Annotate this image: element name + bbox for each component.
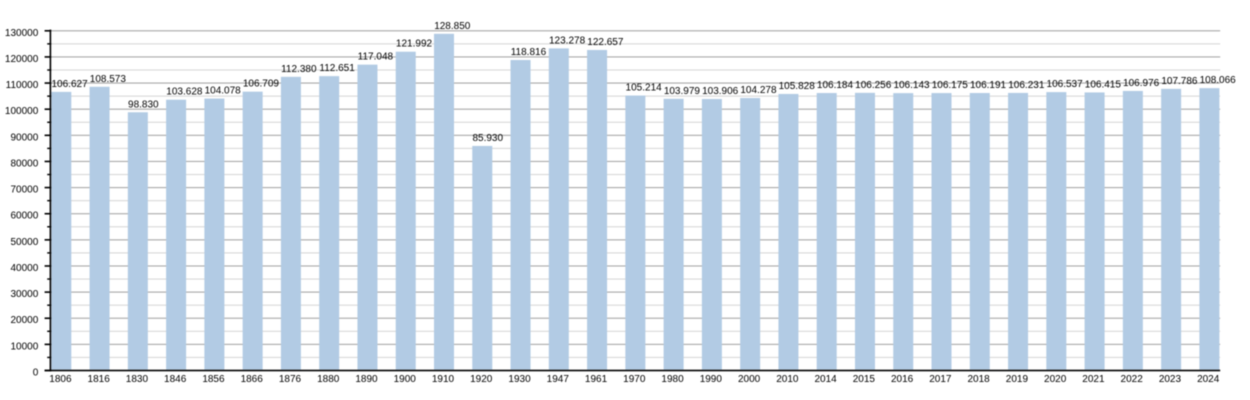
svg-text:106.175: 106.175 bbox=[932, 80, 969, 91]
svg-text:2015: 2015 bbox=[853, 374, 876, 385]
svg-text:80000: 80000 bbox=[10, 158, 38, 169]
svg-text:1806: 1806 bbox=[49, 374, 72, 385]
svg-text:120000: 120000 bbox=[5, 54, 39, 65]
svg-text:105.828: 105.828 bbox=[779, 81, 816, 92]
svg-text:106.976: 106.976 bbox=[1123, 78, 1160, 89]
svg-text:1980: 1980 bbox=[661, 374, 684, 385]
svg-text:106.231: 106.231 bbox=[1008, 80, 1045, 91]
svg-text:1846: 1846 bbox=[164, 374, 187, 385]
svg-text:2014: 2014 bbox=[814, 374, 837, 385]
svg-text:106.627: 106.627 bbox=[52, 79, 89, 90]
svg-text:106.191: 106.191 bbox=[970, 80, 1007, 91]
svg-text:1856: 1856 bbox=[202, 374, 225, 385]
svg-text:130000: 130000 bbox=[5, 28, 39, 39]
svg-text:1866: 1866 bbox=[241, 374, 264, 385]
svg-text:2020: 2020 bbox=[1044, 374, 1067, 385]
svg-text:2016: 2016 bbox=[891, 374, 914, 385]
svg-text:112.651: 112.651 bbox=[319, 63, 355, 74]
svg-text:1880: 1880 bbox=[317, 374, 340, 385]
svg-text:112.380: 112.380 bbox=[281, 64, 317, 75]
svg-text:20000: 20000 bbox=[10, 315, 38, 326]
svg-text:1930: 1930 bbox=[508, 374, 531, 385]
svg-text:110000: 110000 bbox=[6, 80, 39, 91]
svg-text:103.628: 103.628 bbox=[166, 87, 203, 98]
svg-text:104.078: 104.078 bbox=[205, 86, 242, 97]
svg-text:2024: 2024 bbox=[1197, 374, 1220, 385]
svg-text:0: 0 bbox=[33, 368, 39, 379]
svg-text:1990: 1990 bbox=[700, 374, 723, 385]
svg-text:123.278: 123.278 bbox=[549, 35, 586, 46]
svg-text:2022: 2022 bbox=[1121, 374, 1144, 385]
svg-text:2019: 2019 bbox=[1006, 374, 1029, 385]
svg-text:60000: 60000 bbox=[10, 211, 38, 222]
svg-text:85.930: 85.930 bbox=[472, 133, 503, 144]
svg-text:1830: 1830 bbox=[126, 374, 149, 385]
svg-text:1947: 1947 bbox=[547, 374, 570, 385]
svg-text:1961: 1961 bbox=[585, 374, 608, 385]
svg-text:118.816: 118.816 bbox=[511, 47, 547, 58]
svg-text:40000: 40000 bbox=[10, 263, 38, 274]
svg-text:1890: 1890 bbox=[355, 374, 378, 385]
svg-text:103.906: 103.906 bbox=[702, 86, 739, 97]
svg-text:2018: 2018 bbox=[968, 374, 991, 385]
svg-text:2021: 2021 bbox=[1082, 374, 1105, 385]
svg-text:105.214: 105.214 bbox=[626, 83, 663, 94]
svg-text:108.066: 108.066 bbox=[1200, 75, 1237, 86]
svg-text:106.256: 106.256 bbox=[855, 80, 892, 91]
svg-text:1910: 1910 bbox=[432, 374, 455, 385]
svg-text:117.048: 117.048 bbox=[358, 52, 394, 63]
svg-text:106.709: 106.709 bbox=[243, 79, 280, 90]
svg-text:121.992: 121.992 bbox=[396, 39, 433, 50]
svg-text:106.143: 106.143 bbox=[893, 80, 930, 91]
svg-text:2017: 2017 bbox=[929, 374, 952, 385]
svg-text:1970: 1970 bbox=[623, 374, 646, 385]
svg-text:98.830: 98.830 bbox=[128, 99, 159, 110]
svg-text:106.415: 106.415 bbox=[1085, 79, 1122, 90]
svg-text:2023: 2023 bbox=[1159, 374, 1182, 385]
svg-text:108.573: 108.573 bbox=[90, 74, 127, 85]
svg-text:2010: 2010 bbox=[776, 374, 799, 385]
svg-text:100000: 100000 bbox=[5, 106, 39, 117]
svg-text:106.537: 106.537 bbox=[1047, 79, 1084, 90]
svg-text:104.278: 104.278 bbox=[740, 85, 777, 96]
svg-text:90000: 90000 bbox=[10, 132, 38, 143]
svg-text:10000: 10000 bbox=[10, 341, 38, 352]
svg-text:128.850: 128.850 bbox=[434, 21, 471, 32]
svg-text:103.979: 103.979 bbox=[664, 86, 701, 97]
svg-text:50000: 50000 bbox=[10, 237, 38, 248]
svg-text:2000: 2000 bbox=[738, 374, 761, 385]
svg-text:1876: 1876 bbox=[279, 374, 302, 385]
svg-text:1920: 1920 bbox=[470, 374, 493, 385]
svg-text:70000: 70000 bbox=[10, 185, 38, 196]
svg-text:30000: 30000 bbox=[10, 289, 38, 300]
svg-text:107.786: 107.786 bbox=[1161, 76, 1198, 87]
svg-text:106.184: 106.184 bbox=[817, 80, 854, 91]
svg-text:122.657: 122.657 bbox=[587, 37, 624, 48]
svg-text:1900: 1900 bbox=[394, 374, 417, 385]
svg-text:1816: 1816 bbox=[88, 374, 111, 385]
